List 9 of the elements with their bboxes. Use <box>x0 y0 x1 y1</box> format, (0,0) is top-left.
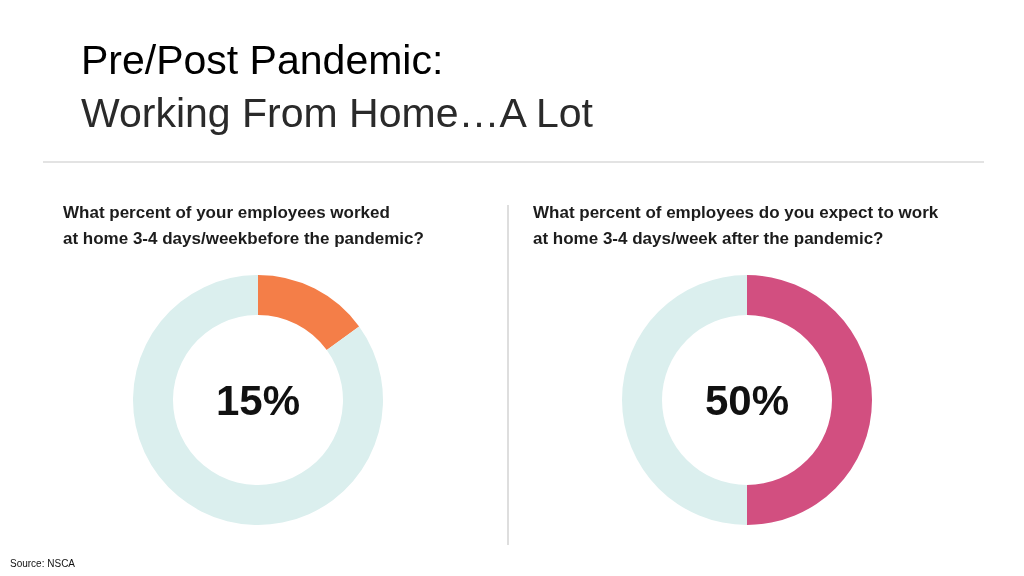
chart-title: What percent of employees do you expect to work at home 3-4 days/week after the pandemic? <box>533 203 939 248</box>
text: Working From Home…A Lot <box>81 90 594 136</box>
text: 15% <box>215 376 301 424</box>
source-note: Source: NSCA <box>10 558 76 569</box>
text: Pre/Post Pandemic: <box>81 37 444 83</box>
text: 50% <box>704 376 790 424</box>
donut-slice <box>133 275 383 525</box>
chart-title: What percent of your employees worked at home 3-4 days/weekbefore the pandemic? <box>63 203 424 248</box>
donut-slice <box>258 275 360 351</box>
